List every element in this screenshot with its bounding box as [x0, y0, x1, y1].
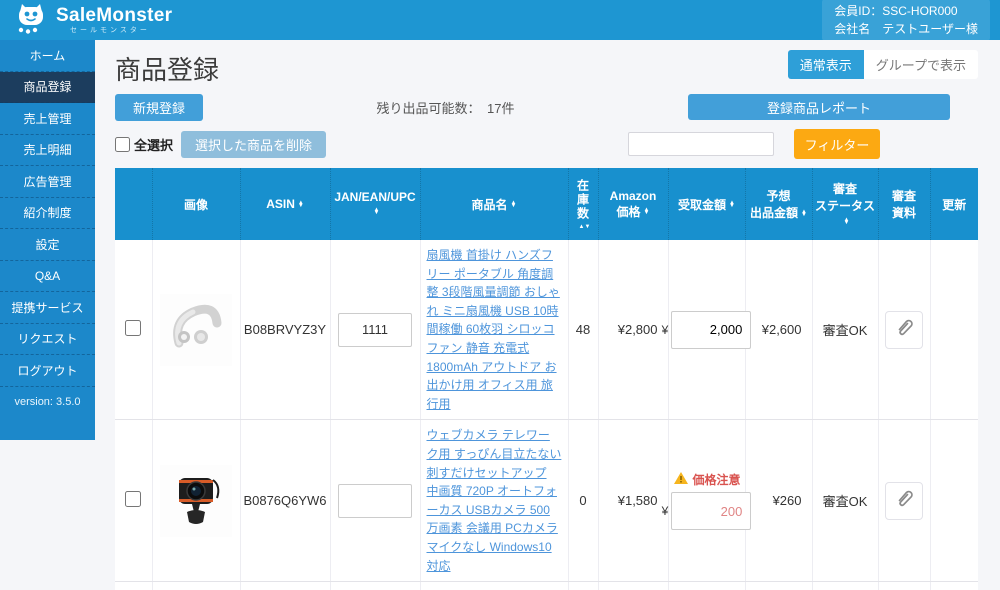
sidebar-item-partner-services[interactable]: 提携サービス — [0, 292, 95, 324]
sort-icon[interactable]: ▲▼ — [373, 206, 380, 216]
page-title: 商品登録 — [115, 55, 220, 85]
col-review-docs: 審査 資料 — [878, 168, 931, 240]
jan-input[interactable] — [338, 483, 412, 518]
asin-cell: B08BRVYZ3Y — [240, 240, 331, 421]
attachment-button[interactable] — [885, 481, 923, 520]
app-logo[interactable]: SaleMonster セールモンスター — [14, 2, 172, 39]
stock-cell: 0 — [568, 419, 599, 583]
amazon-price-cell: ¥1,580 — [598, 419, 669, 583]
sidebar-item-referral[interactable]: 紹介制度 — [0, 198, 95, 229]
row-checkbox[interactable] — [125, 491, 142, 508]
asin-cell: B0876Q6YW6 — [240, 419, 331, 583]
row-checkbox[interactable] — [125, 320, 142, 337]
sidebar-item-settings[interactable]: 設定 — [0, 229, 95, 261]
col-checkbox — [115, 168, 153, 240]
receive-amount-input[interactable] — [671, 492, 752, 531]
registered-report-button[interactable]: 登録商品レポート — [688, 94, 950, 120]
member-info-box: 会員ID：SSC-HOR000 会社名 テストユーザー様 — [822, 0, 990, 41]
update-cell — [930, 240, 978, 421]
table-row: B08BRVYZ3Y 扇風機 首掛け ハンズフリー ポータブル 角度調整 3段階… — [115, 240, 978, 421]
col-update: 更新 — [930, 168, 978, 240]
col-receive-amount[interactable]: 受取金額 ▲ ▼ — [668, 168, 746, 240]
filter-button[interactable]: フィルター — [794, 129, 880, 159]
product-name-link[interactable]: 扇風機 首掛け ハンズフリー ポータブル 角度調整 3段階風量調節 おしゃれ ミ… — [426, 248, 560, 411]
sidebar-item-ads[interactable]: 広告管理 — [0, 166, 95, 198]
sidebar-item-request[interactable]: リクエスト — [0, 324, 95, 355]
select-all-checkbox[interactable] — [115, 136, 130, 152]
group-view-button[interactable]: グループで表示 — [863, 50, 978, 79]
app-version: version: 3.5.0 — [14, 396, 81, 408]
price-warning-label: 価格注意 — [692, 473, 741, 488]
logo-subtitle: セールモンスター — [70, 27, 150, 34]
search-input[interactable] — [628, 132, 774, 156]
main-content: 商品登録 通常表示 グループで表示 新規登録 残り出品可能数： 17件 登録商品… — [95, 40, 1000, 590]
sort-icon[interactable]: ▲▼ — [510, 200, 517, 210]
expected-amount-cell: ¥260 — [745, 419, 813, 583]
select-all-label: 全選択 — [134, 137, 174, 153]
monster-icon — [14, 2, 48, 39]
delete-selected-button[interactable]: 選択した商品を削除 — [181, 130, 327, 158]
col-stock[interactable]: 在庫数 ▲▼ — [568, 168, 599, 240]
sort-icon[interactable]: ▲▼ — [578, 223, 591, 230]
col-jan[interactable]: JAN/EAN/UPC ▲ ▼ — [330, 168, 421, 240]
col-asin[interactable]: ASIN ▲ ▼ — [240, 168, 331, 240]
company-name: 会社名 テストユーザー様 — [834, 22, 978, 36]
sort-icon[interactable]: ▲▼ — [801, 208, 807, 218]
logo-title: SaleMonster — [56, 5, 173, 26]
sidebar-item-sales-management[interactable]: 売上管理 — [0, 103, 95, 135]
sidebar-item-sales-detail[interactable]: 売上明細 — [0, 135, 95, 166]
product-image-webcam — [160, 464, 232, 537]
paperclip-icon — [892, 316, 916, 343]
receive-amount-input[interactable] — [671, 310, 752, 349]
update-cell — [930, 419, 978, 583]
new-register-button[interactable]: 新規登録 — [115, 93, 203, 121]
sort-icon[interactable]: ▲▼ — [297, 199, 304, 209]
sort-icon[interactable]: ▲▼ — [729, 200, 735, 210]
warning-icon — [673, 471, 689, 488]
sort-icon[interactable]: ▲▼ — [643, 207, 650, 217]
product-table: 画像 ASIN ▲ ▼ JAN/EAN/UPC ▲ ▼ 商品名 ▲ ▼ 在庫数 ▲▼ Amaz… — [115, 168, 978, 590]
col-review-status[interactable]: 審査 ステータス ▲ ▼ — [812, 168, 879, 240]
table-header-row: 画像 ASIN ▲ ▼ JAN/EAN/UPC ▲ ▼ 商品名 ▲ ▼ 在庫数 ▲▼ Amaz… — [115, 168, 978, 240]
review-status-cell: 審査OK — [812, 240, 879, 421]
sidebar-item-qa[interactable]: Q&A — [0, 261, 95, 292]
select-all-control: 全選択 — [115, 135, 173, 154]
sidebar-item-product-register[interactable]: 商品登録 — [0, 71, 95, 103]
sidebar-nav: ホーム 商品登録 売上管理 売上明細 広告管理 紹介制度 設定 Q&A 提携サー… — [0, 40, 95, 440]
normal-view-button[interactable]: 通常表示 — [787, 50, 864, 79]
product-name-link[interactable]: ウェブカメラ テレワーク用 すっぴん目立たない 刺すだけセットアップ 中画質 7… — [426, 428, 562, 573]
product-image-fan — [160, 293, 232, 366]
table-row-partial — [115, 581, 978, 590]
sidebar-item-logout[interactable]: ログアウト — [0, 355, 95, 387]
col-expected-amount[interactable]: 予想 出品金額 ▲ ▼ — [745, 168, 813, 240]
jan-input[interactable] — [338, 312, 412, 347]
sort-icon[interactable]: ▲▼ — [843, 216, 850, 226]
amazon-price-cell: ¥2,800 — [598, 240, 669, 421]
paperclip-icon — [892, 487, 916, 514]
col-name[interactable]: 商品名 ▲ ▼ — [420, 168, 569, 240]
member-id: 会員ID：SSC-HOR000 — [834, 4, 958, 18]
expected-amount-cell: ¥2,600 — [745, 240, 813, 421]
view-toggle: 通常表示 グループで表示 — [787, 50, 978, 79]
top-header-bar: SaleMonster セールモンスター 会員ID：SSC-HOR000 会社名… — [0, 0, 1000, 41]
stock-cell: 48 — [568, 240, 599, 421]
review-status-cell: 審査OK — [812, 419, 879, 583]
col-image: 画像 — [152, 168, 241, 240]
currency-symbol: ¥ — [661, 504, 669, 519]
col-amazon-price[interactable]: Amazon 価格 ▲ ▼ — [598, 168, 669, 240]
attachment-button[interactable] — [885, 310, 923, 349]
sidebar-item-home[interactable]: ホーム — [0, 40, 95, 72]
table-row: B0876Q6YW6 ウェブカメラ テレワーク用 すっぴん目立たない 刺すだけセ… — [115, 419, 978, 583]
currency-symbol: ¥ — [661, 322, 669, 337]
remaining-count-label: 残り出品可能数： 17件 — [376, 100, 515, 116]
